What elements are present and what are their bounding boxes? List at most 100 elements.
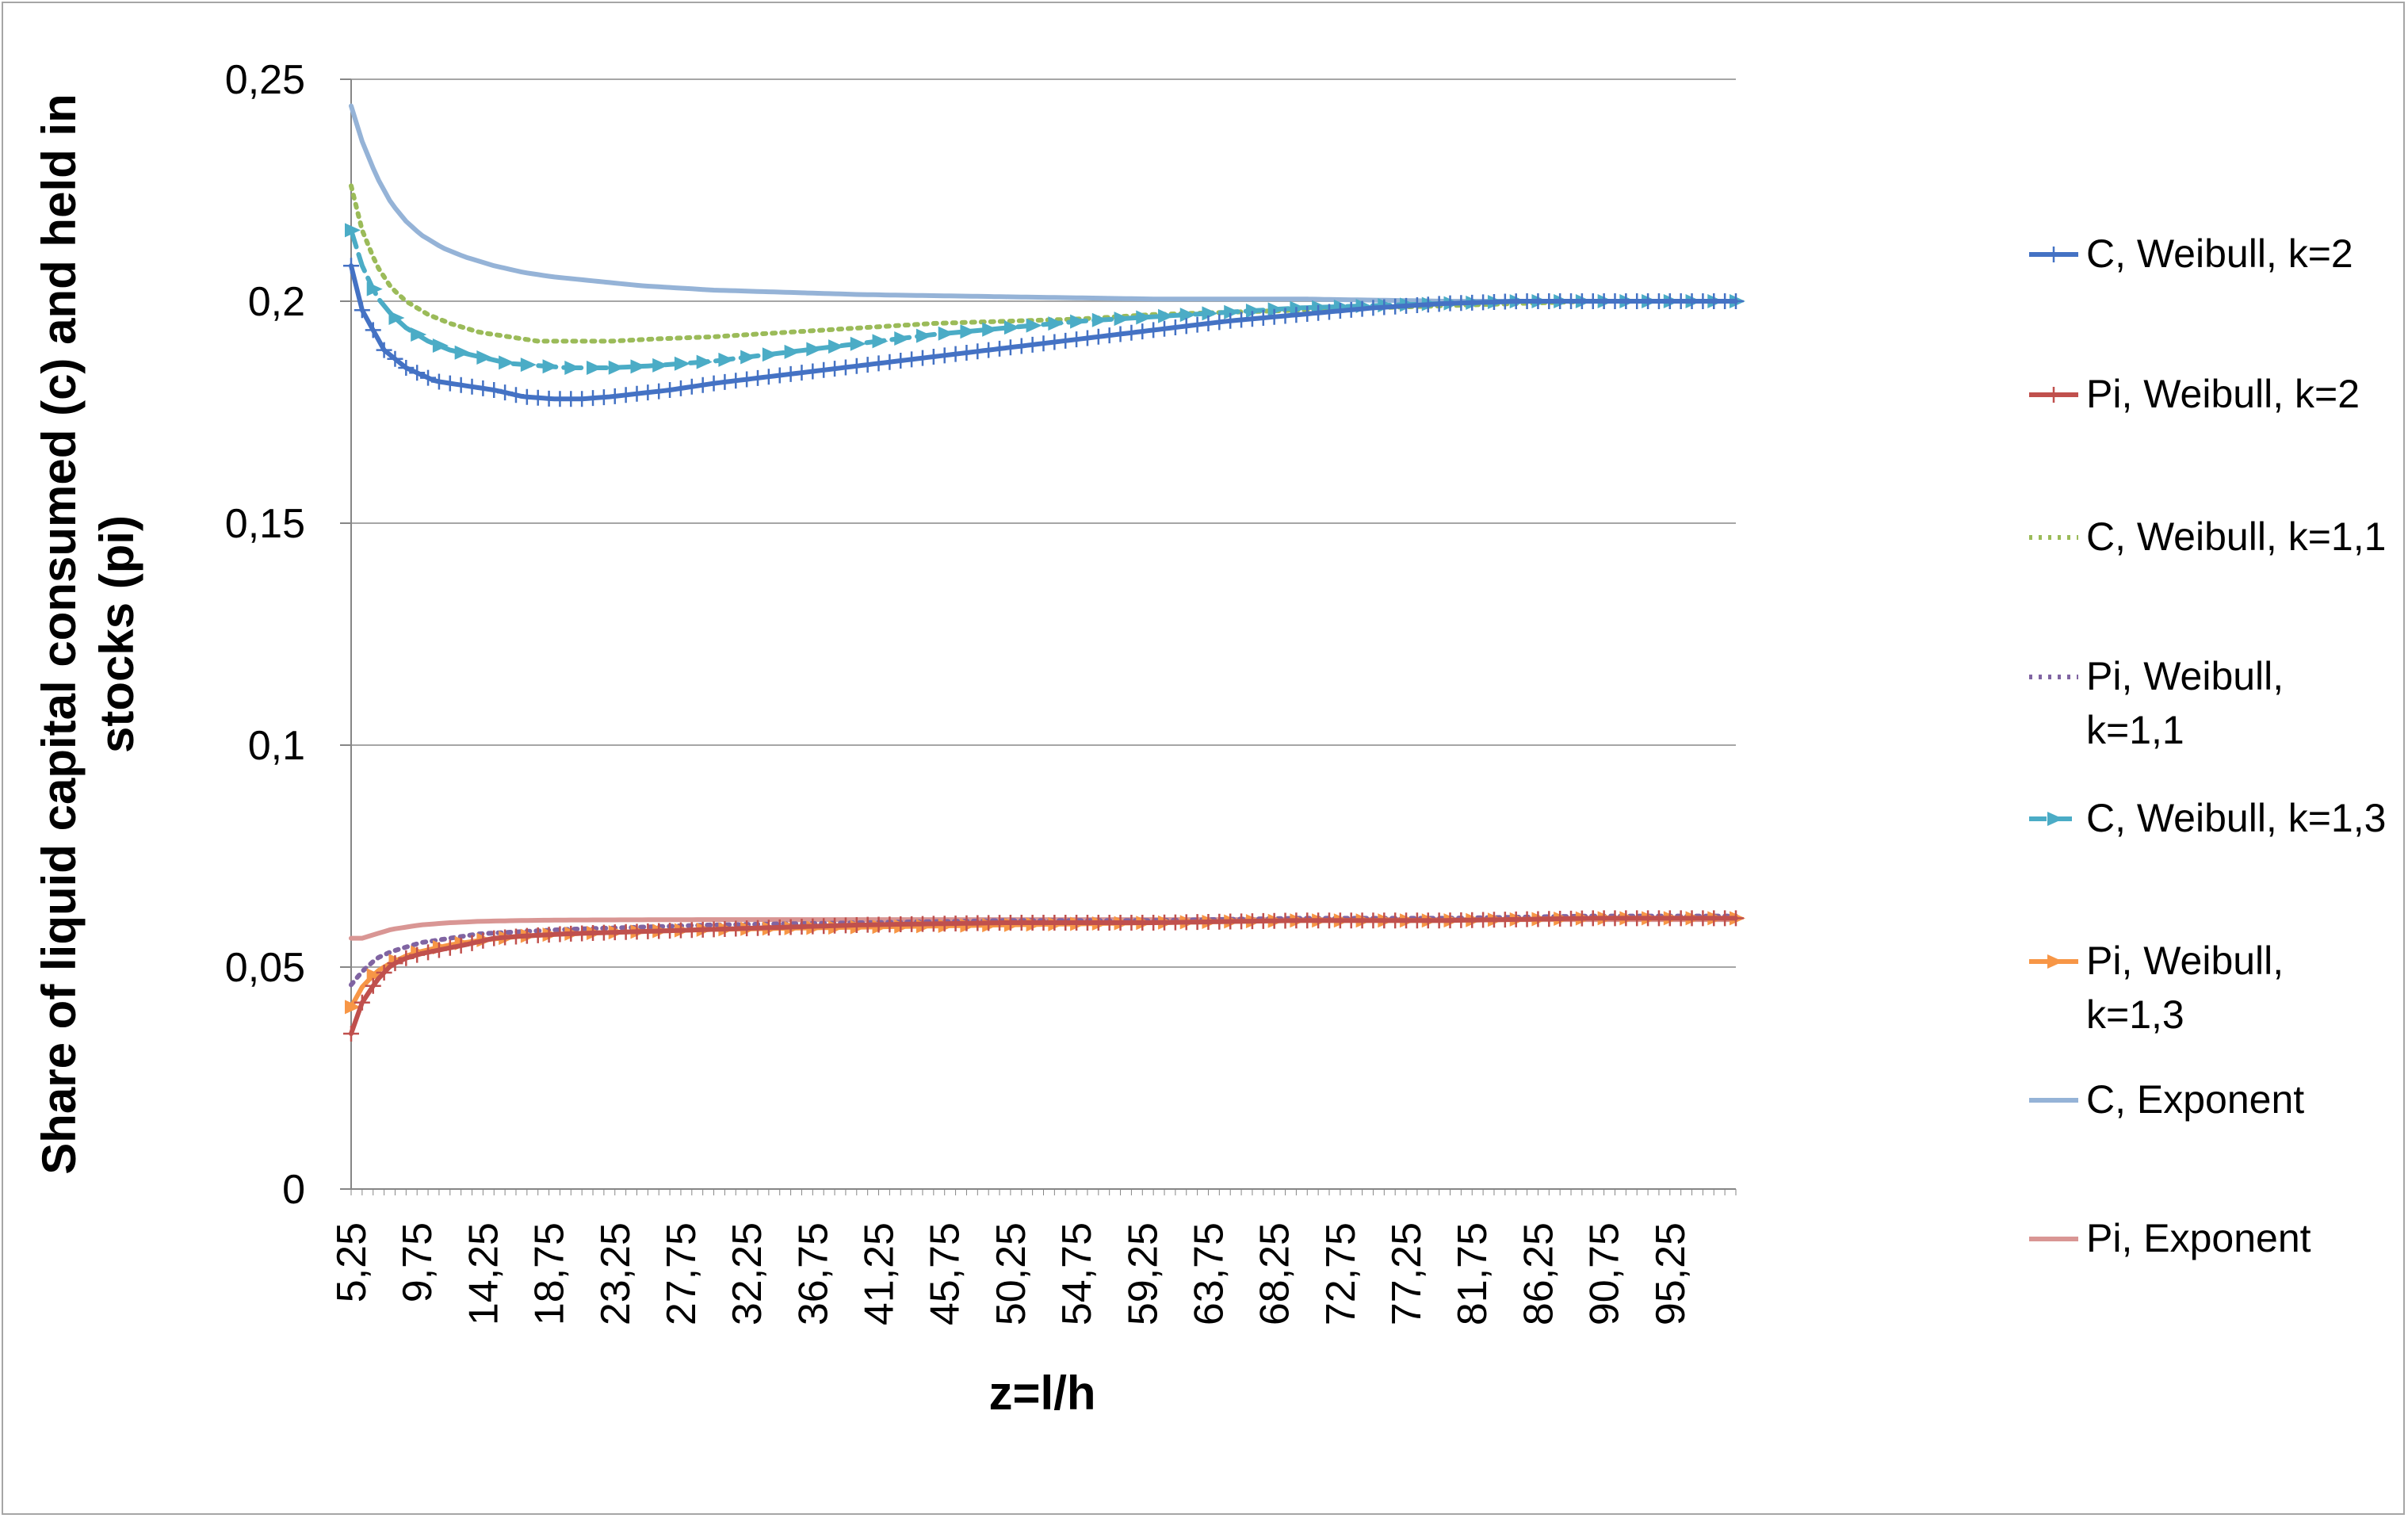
- x-tick-label: 63,75: [1186, 1222, 1232, 1325]
- legend-item: Pi, Exponent: [2029, 1216, 2311, 1260]
- data-point-marker: [387, 955, 403, 972]
- data-point-marker: [1332, 303, 1348, 319]
- legend: C, Weibull, k=2 Pi, Weibull, k=2 C, Weibul…: [2029, 231, 2386, 1260]
- legend-item: Pi, Weibull, k=1,3: [2029, 939, 2284, 1037]
- data-point-marker: [430, 373, 447, 390]
- data-point-marker: [914, 350, 931, 366]
- legend-item: Pi, Weibull, k=2: [2029, 372, 2360, 416]
- data-point-marker: [2046, 387, 2062, 403]
- data-point-marker: [1211, 314, 1228, 331]
- data-point-marker: [1156, 320, 1173, 337]
- data-point-marker: [2047, 954, 2063, 969]
- legend-item: C, Exponent: [2029, 1077, 2304, 1122]
- data-point-marker: [1244, 311, 1260, 327]
- data-point-marker: [652, 358, 669, 373]
- data-point-marker: [1189, 316, 1206, 333]
- data-point-marker: [762, 347, 778, 362]
- data-point-marker: [409, 946, 426, 963]
- y-tick-labels: 0 0,05 0,1 0,15 0,2 0,25: [225, 57, 305, 1213]
- x-tick-label: 90,75: [1582, 1222, 1628, 1325]
- data-point-marker: [1079, 330, 1095, 346]
- x-tick-label: 59,25: [1120, 1222, 1166, 1325]
- data-point-marker: [476, 350, 493, 365]
- x-tick-label: 32,25: [724, 1222, 770, 1325]
- x-tick-label: 9,75: [395, 1222, 441, 1302]
- data-point-marker: [1200, 315, 1217, 331]
- data-point-marker: [1255, 310, 1271, 326]
- data-point-marker: [982, 322, 999, 337]
- data-point-marker: [816, 361, 832, 378]
- x-tick-label: 77,25: [1384, 1222, 1430, 1325]
- data-point-marker: [1167, 319, 1183, 336]
- data-point-marker: [441, 939, 458, 956]
- legend-label-line: Pi, Weibull,: [2086, 939, 2284, 983]
- data-point-marker: [2046, 247, 2062, 262]
- data-point-marker: [343, 1026, 359, 1042]
- data-point-marker: [1136, 310, 1152, 325]
- data-point-marker: [904, 351, 920, 368]
- x-tick-label: 23,25: [593, 1222, 639, 1325]
- data-point-marker: [936, 347, 953, 364]
- data-point-marker: [969, 343, 986, 360]
- data-point-marker: [366, 281, 383, 296]
- data-point-marker: [672, 380, 689, 396]
- data-point-marker: [892, 353, 909, 369]
- legend-label: C, Weibull, k=1,1: [2086, 514, 2386, 559]
- data-point-marker: [464, 378, 480, 395]
- data-point-marker: [475, 932, 491, 949]
- data-point-marker: [739, 371, 755, 388]
- x-tick-label: 72,75: [1318, 1222, 1364, 1325]
- data-point-marker: [1091, 312, 1108, 327]
- data-point-marker: [1233, 312, 1250, 328]
- data-point-marker: [760, 369, 777, 385]
- data-point-marker: [1024, 336, 1041, 353]
- data-point-marker: [872, 334, 889, 349]
- y-tick-label: 0,25: [225, 57, 305, 103]
- data-point-marker: [1101, 327, 1118, 344]
- y-tick-label: 0: [282, 1167, 305, 1213]
- series-0: [343, 258, 1744, 407]
- data-point-marker: [640, 384, 656, 401]
- data-point-marker: [629, 385, 645, 402]
- data-point-marker: [740, 350, 757, 365]
- data-point-marker: [608, 360, 625, 375]
- legend-label: Pi, Weibull, k=2: [2086, 372, 2360, 416]
- x-axis-title: z=l/h: [988, 1367, 1095, 1420]
- data-point-marker: [1046, 334, 1063, 350]
- data-point-marker: [1178, 318, 1194, 335]
- legend-label-line: k=1,3: [2086, 992, 2184, 1037]
- data-point-marker: [564, 361, 581, 375]
- data-point-marker: [1266, 308, 1282, 325]
- data-point-marker: [1123, 324, 1140, 341]
- data-point-marker: [870, 355, 887, 372]
- data-point-marker: [366, 968, 383, 983]
- legend-label: Pi, Weibull, k=1,1: [2086, 654, 2284, 752]
- data-point-marker: [850, 336, 866, 351]
- data-point-marker: [925, 349, 942, 365]
- data-point-marker: [827, 361, 843, 377]
- data-point-marker: [938, 326, 954, 341]
- data-point-marker: [398, 360, 415, 376]
- data-point-marker: [520, 358, 537, 373]
- x-tick-label: 86,25: [1516, 1222, 1561, 1325]
- data-point-marker: [499, 355, 515, 370]
- data-point-marker: [859, 357, 876, 373]
- data-point-marker: [1299, 305, 1316, 322]
- x-tick-label: 54,75: [1054, 1222, 1100, 1325]
- legend-label-line: Pi, Weibull,: [2086, 654, 2284, 698]
- data-point-marker: [805, 363, 821, 380]
- data-point-marker: [881, 354, 898, 370]
- data-point-marker: [1057, 332, 1074, 349]
- data-point-marker: [651, 383, 667, 400]
- data-point-marker: [2047, 812, 2063, 826]
- legend-label: C, Exponent: [2086, 1077, 2304, 1122]
- data-point-marker: [587, 361, 603, 375]
- y-tick-label: 0,1: [248, 723, 305, 769]
- series-line: [349, 103, 1738, 304]
- x-tick-label: 45,75: [923, 1222, 969, 1325]
- legend-label: C, Weibull, k=2: [2086, 231, 2353, 276]
- data-point-marker: [771, 367, 788, 384]
- legend-item: C, Weibull, k=2: [2029, 231, 2353, 276]
- data-point-marker: [1070, 314, 1087, 329]
